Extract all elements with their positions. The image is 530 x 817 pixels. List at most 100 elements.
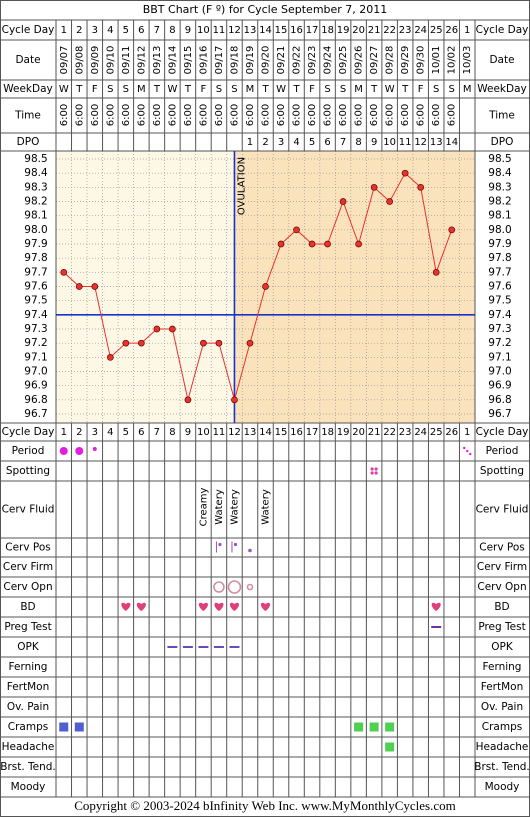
cycle-day: 14 [259,25,272,36]
y-tick-label: 97.1 [24,351,47,363]
row-label: Cerv Opn [477,581,526,593]
y-tick-label: 98.5 [488,153,511,165]
cycle-day: 17 [306,427,319,438]
row-label: Cerv Pos [479,542,525,554]
row-label: Cerv Firm [477,561,527,573]
row-label: Time [14,110,41,122]
row-label: Preg Test [4,621,51,633]
temp-point [262,283,269,290]
y-tick-label: 97.4 [488,309,512,321]
dpo: 9 [371,137,377,148]
cycle-day: 13 [244,427,257,438]
cycle-day: 16 [290,427,303,438]
cycle-day: 22 [383,25,396,36]
cycle-day: 9 [185,25,191,36]
row-label: Ov. Pain [481,701,523,713]
cycle-day: 26 [445,427,458,438]
weekday: S [324,84,330,95]
weekday: T [153,84,161,95]
cycle-day: 24 [414,25,427,36]
time: 6:00 [292,104,303,126]
icon [431,626,442,628]
dpo: 11 [399,137,412,148]
row-label: Cerv Opn [3,581,52,593]
icon [233,542,238,547]
row-label: Cerv Pos [5,542,51,554]
date: 09/16 [198,46,209,75]
cycle-day: 10 [197,25,210,36]
dpo: 4 [293,137,299,148]
time: 6:00 [416,104,427,126]
row-label: Cycle Day [476,426,529,438]
date: 09/19 [245,46,256,75]
y-tick-label: 97.0 [488,366,511,378]
icon [463,446,466,450]
cycle-day: 22 [383,427,396,438]
cycle-day: 8 [169,427,175,438]
icon [229,646,240,648]
cerv-fluid: Watery [229,489,240,525]
icon [246,583,254,591]
temp-point [91,283,99,290]
date: 10/02 [447,46,458,75]
cycle-day: 5 [123,427,129,438]
date: 09/24 [323,46,334,75]
cycle-day: 2 [76,427,82,438]
temp-point [277,240,285,248]
icon [215,541,217,553]
time: 6:00 [136,104,147,126]
row-label: Spotting [480,465,524,477]
y-tick-label: 97.6 [24,281,48,293]
y-tick-label: 96.9 [24,380,47,392]
row-label: OPK [491,641,514,653]
dpo: 2 [262,137,268,148]
row-label: Date [15,54,40,66]
date: 09/18 [229,46,240,75]
row-label: Brst. Tend. [0,761,56,773]
weekday: T [370,84,378,95]
icon [136,602,146,611]
cycle-day: 6 [138,427,144,438]
cycle-day: 14 [259,427,272,438]
time: 6:00 [385,104,396,126]
time: 6:00 [167,104,178,126]
date: 09/10 [105,46,116,75]
chart-title: BBT Chart (F º) for Cycle September 7, 2… [143,3,388,16]
cycle-day: 1 [61,427,67,438]
cycle-day: 21 [368,427,381,438]
weekday: S [107,84,113,95]
time: 6:00 [447,104,458,126]
row-label: Date [489,54,514,66]
icon [59,722,69,732]
icon [370,467,374,471]
cycle-day: 18 [321,427,334,438]
icon [121,602,131,611]
cycle-day: 18 [321,25,334,36]
cycle-day: 2 [76,25,82,36]
cycle-day: 1 [61,25,67,36]
icon [213,581,225,593]
cycle-day: 19 [337,427,350,438]
row-label: Ferning [9,661,48,673]
weekday: M [463,84,472,95]
time: 6:00 [276,104,287,126]
row-label: Cycle Day [476,24,529,36]
y-tick-label: 97.5 [24,295,47,307]
cycle-day: 15 [275,427,288,438]
y-tick-label: 97.2 [24,337,47,349]
y-tick-label: 98.3 [488,181,511,193]
row-label: Ov. Pain [7,701,49,713]
time: 6:00 [338,104,349,126]
icon [74,722,84,732]
date: 09/20 [261,46,272,75]
temp-point [231,396,238,404]
temp-point [153,325,161,333]
y-tick-label: 98.4 [488,167,512,179]
y-tick-label: 97.1 [488,351,511,363]
y-tick-label: 98.4 [24,167,48,179]
ovulation-label: OVULATION [236,157,247,215]
date: 09/25 [338,46,349,75]
dpo: 14 [445,137,458,148]
y-tick-label: 97.7 [488,266,511,278]
icon [466,449,469,453]
